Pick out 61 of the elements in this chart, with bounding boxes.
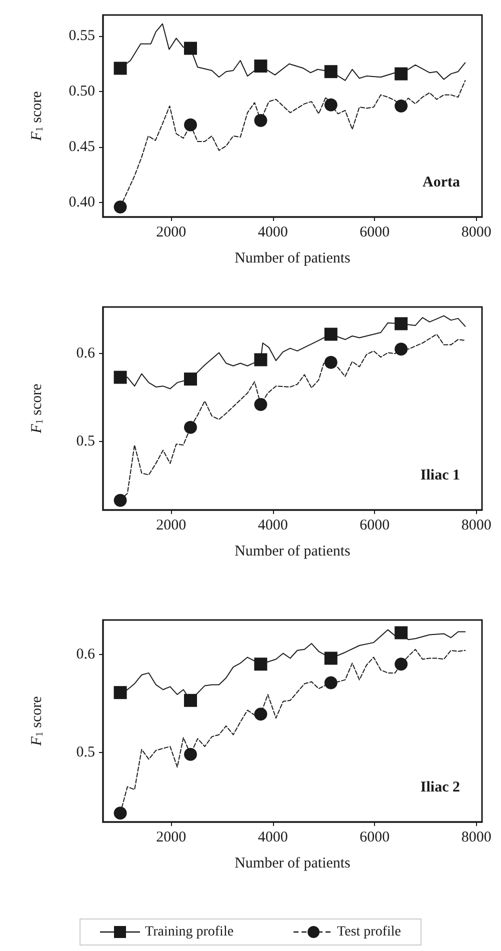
x-tick-label: 6000 — [360, 518, 390, 534]
annotation: Iliac 1 — [420, 468, 460, 484]
point — [324, 652, 338, 665]
y-axis-title: F1 score — [29, 90, 46, 142]
point — [324, 676, 338, 690]
x-axis-title: Number of patients — [234, 856, 351, 872]
y-tick-label: 0.6 — [76, 646, 96, 662]
x-tick-label: 4000 — [258, 830, 288, 846]
x-tick-label: 4000 — [258, 518, 288, 534]
y-tick-label: 0.5 — [76, 744, 95, 760]
y-axis-title: F1 score — [29, 383, 46, 434]
point — [114, 686, 127, 700]
y-tick-label: 0.45 — [68, 139, 95, 156]
y-axis-title: F1 score — [29, 696, 46, 747]
annotation: Aorta — [422, 174, 460, 190]
point — [324, 328, 338, 341]
point — [184, 694, 197, 707]
annotation: Iliac 2 — [420, 780, 460, 796]
point — [324, 98, 338, 112]
x-tick-label: 2000 — [156, 830, 186, 846]
point — [184, 42, 197, 55]
point — [394, 100, 408, 113]
y-tick-label: 0.5 — [76, 433, 95, 450]
point — [394, 67, 408, 80]
x-tick-label: 8000 — [461, 224, 492, 240]
point — [184, 748, 197, 761]
point — [394, 342, 408, 356]
point — [114, 370, 127, 384]
y-tick-label: 0.40 — [68, 194, 95, 211]
x-tick-label: 8000 — [461, 518, 492, 534]
x-axis-title: Number of patients — [234, 544, 351, 560]
point — [184, 118, 197, 132]
point — [394, 658, 408, 671]
point — [324, 65, 338, 78]
point — [254, 658, 268, 671]
point — [114, 62, 127, 75]
point — [394, 626, 408, 640]
x-tick-label: 6000 — [360, 224, 390, 240]
legend-label: Test profile — [337, 924, 401, 940]
x-axis-title: Number of patients — [234, 250, 351, 266]
x-tick-label: 4000 — [258, 224, 288, 240]
point — [114, 200, 127, 214]
x-tick-label: 2000 — [156, 518, 186, 534]
point — [114, 494, 127, 507]
y-tick-label: 0.55 — [68, 28, 95, 44]
y-tick-label: 0.6 — [76, 346, 96, 362]
y-tick-label: 0.50 — [68, 84, 95, 100]
point — [254, 708, 268, 721]
point — [254, 114, 268, 127]
point — [254, 60, 268, 73]
point — [184, 372, 197, 386]
point — [254, 353, 268, 366]
point — [184, 420, 197, 434]
x-tick-label: 6000 — [360, 830, 390, 846]
point — [254, 398, 268, 412]
legend-label: Training profile — [145, 924, 234, 940]
x-tick-label: 8000 — [461, 830, 492, 846]
point — [324, 356, 338, 369]
x-tick-label: 2000 — [156, 224, 186, 240]
point — [114, 806, 127, 820]
point — [394, 317, 408, 330]
